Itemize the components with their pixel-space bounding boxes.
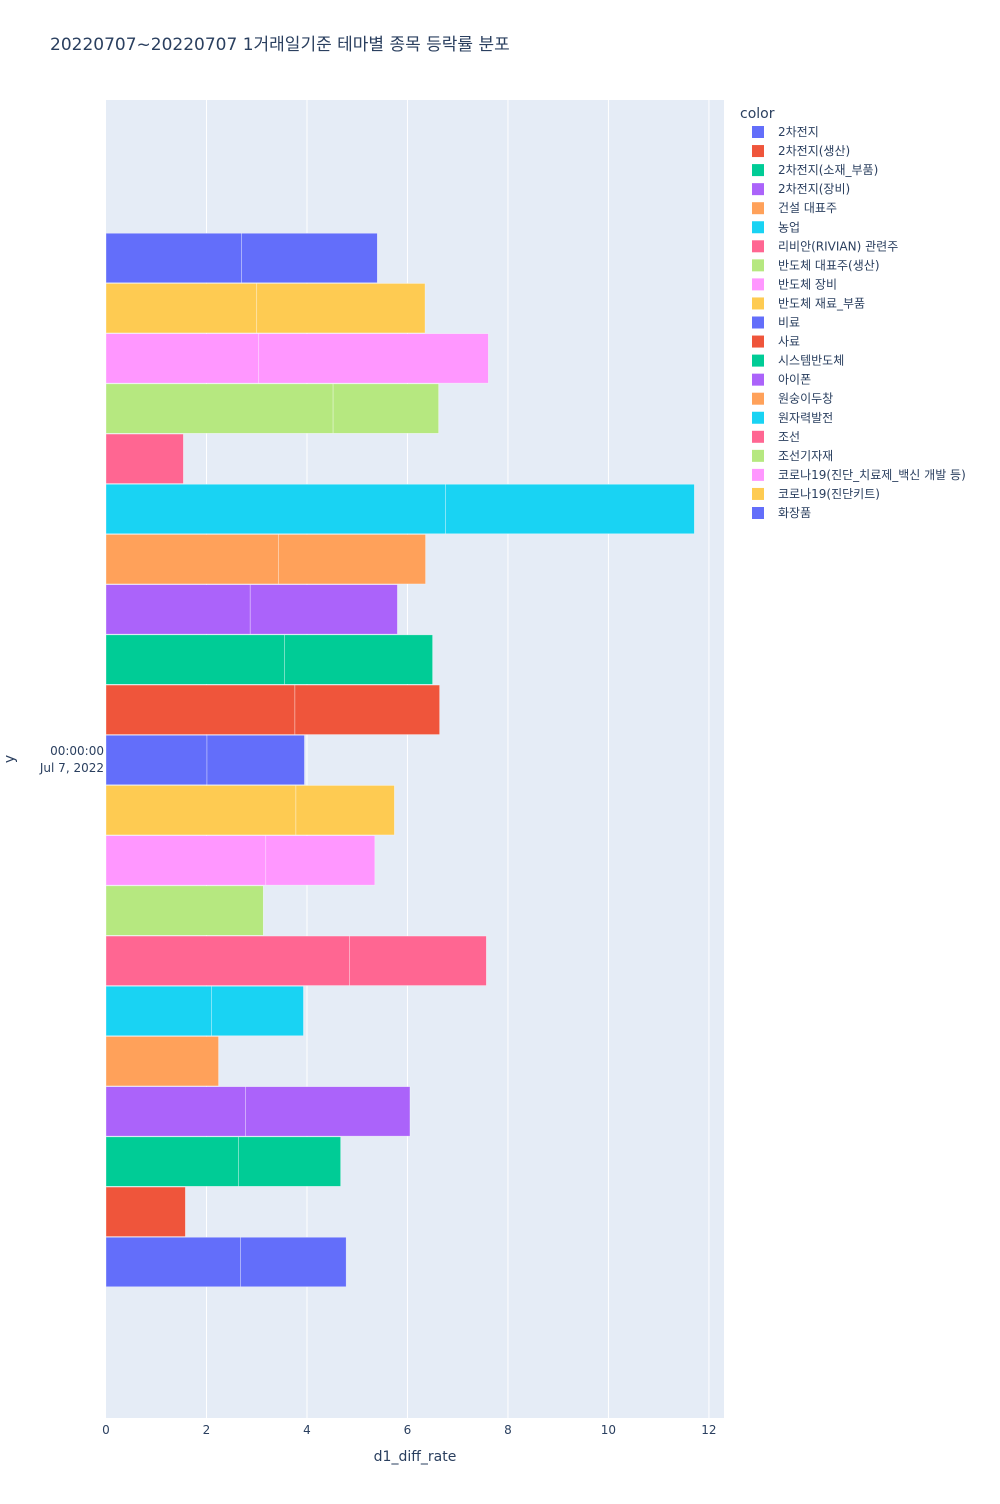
legend-label: 2차전지(장비)	[778, 182, 850, 196]
bar-segment	[105, 734, 208, 786]
bar-segment	[294, 684, 440, 735]
legend-swatch	[752, 240, 764, 253]
legend-swatch	[752, 297, 764, 310]
legend-label: 비료	[778, 316, 800, 330]
bar-segment	[258, 333, 489, 384]
x-tick-label: 0	[102, 1423, 110, 1437]
bar-segment	[105, 584, 251, 635]
legend-swatch	[752, 202, 764, 215]
x-tick-label: 6	[404, 1423, 412, 1437]
x-tick-label: 12	[701, 1423, 716, 1437]
legend-swatch	[752, 487, 764, 500]
legend-label: 시스템반도체	[778, 354, 844, 368]
x-tick-label: 4	[303, 1423, 311, 1437]
bar-segment	[105, 785, 297, 836]
bar-segment	[105, 835, 267, 886]
legend-label: 원숭이두창	[778, 392, 833, 406]
legend-label: 반도체 대표주(생산)	[778, 258, 880, 272]
legend-label: 2차전지(생산)	[778, 144, 850, 158]
bar-segment	[245, 1086, 411, 1137]
bar-segment	[105, 1136, 239, 1187]
bar-segment	[206, 734, 305, 786]
legend-label: 원자력발전	[778, 411, 833, 425]
bar-segment	[265, 835, 376, 886]
legend-label: 사료	[778, 335, 800, 349]
legend-swatch	[752, 316, 764, 329]
bar-segment	[332, 383, 439, 434]
bar-segment	[105, 283, 258, 334]
bar-segment	[240, 1236, 347, 1288]
legend-label: 코로나19(진단_치료제_백신 개발 등)	[778, 468, 966, 482]
y-tick-label-date: Jul 7, 2022	[39, 761, 104, 775]
legend-swatch	[752, 507, 764, 519]
bar-segment	[105, 433, 184, 484]
legend-swatch	[752, 164, 764, 177]
legend-label: 화장품	[778, 506, 811, 520]
legend-swatch	[752, 392, 764, 405]
bar-segment	[105, 483, 446, 535]
legend-swatch	[752, 449, 764, 462]
bar-segment	[295, 785, 395, 836]
x-axis-title: d1_diff_rate	[374, 1449, 457, 1465]
bar-segment	[349, 935, 487, 986]
legend-title: color	[740, 106, 775, 122]
legend-swatch	[752, 468, 764, 481]
x-tick-label: 8	[504, 1423, 512, 1437]
legend-swatch	[752, 278, 764, 291]
legend-label: 반도체 재료_부품	[778, 296, 865, 310]
bar-segment	[105, 634, 285, 685]
legend-swatch	[752, 126, 764, 138]
legend-swatch	[752, 259, 764, 272]
bar-segment	[105, 383, 334, 434]
bar-segment	[105, 684, 296, 735]
bars-layer	[105, 232, 695, 1288]
bar-segment	[105, 1186, 186, 1237]
legend: 2차전지 2차전지(생산) 2차전지(소재_부품) 2차전지(장비) 건설 대표주농업리…	[752, 125, 966, 520]
legend-label: 반도체 장비	[778, 277, 837, 291]
legend-swatch	[752, 221, 764, 234]
bar-segment	[105, 985, 212, 1037]
bar-segment	[238, 1136, 341, 1187]
bar-segment	[256, 283, 426, 334]
bar-segment	[105, 232, 242, 284]
y-tick-label-time: 00:00:00	[50, 744, 104, 758]
chart-title: 20220707~20220707 1거래일기준 테마별 종목 등락률 분포	[50, 35, 510, 55]
legend-swatch	[752, 335, 764, 348]
legend-swatch	[752, 354, 764, 367]
bar-segment	[284, 634, 433, 685]
legend-label: 2차전지	[778, 125, 819, 139]
legend-label: 아이폰	[778, 373, 811, 387]
legend-swatch	[752, 373, 764, 386]
legend-swatch	[752, 411, 764, 424]
legend-label: 조선	[778, 430, 800, 444]
bar-segment	[241, 232, 378, 284]
bar-segment	[211, 985, 304, 1037]
legend-swatch	[752, 145, 764, 158]
legend-label: 조선기자재	[778, 449, 833, 463]
legend-swatch	[752, 430, 764, 443]
bar-segment	[105, 1086, 246, 1137]
bar-segment	[105, 534, 279, 585]
y-axis-title: y	[2, 755, 18, 763]
bar-segment	[445, 483, 695, 535]
bar-segment	[278, 534, 426, 585]
bar-segment	[105, 885, 264, 936]
legend-swatch	[752, 183, 764, 196]
legend-label: 2차전지(소재_부품)	[778, 163, 878, 177]
bar-segment	[249, 584, 398, 635]
legend-label: 리비안(RIVIAN) 관련주	[778, 239, 898, 253]
bar-segment	[105, 935, 350, 986]
x-tick-label: 2	[203, 1423, 211, 1437]
legend-label: 건설 대표주	[778, 201, 837, 215]
legend-label: 농업	[778, 220, 800, 234]
x-tick-label: 10	[601, 1423, 616, 1437]
bar-segment	[105, 1036, 219, 1087]
bar-segment	[105, 1236, 241, 1288]
bar-segment	[105, 333, 260, 384]
x-tick-layer: 0 2 4 6 8 10 12	[102, 1423, 716, 1437]
legend-label: 코로나19(진단키트)	[778, 487, 880, 501]
